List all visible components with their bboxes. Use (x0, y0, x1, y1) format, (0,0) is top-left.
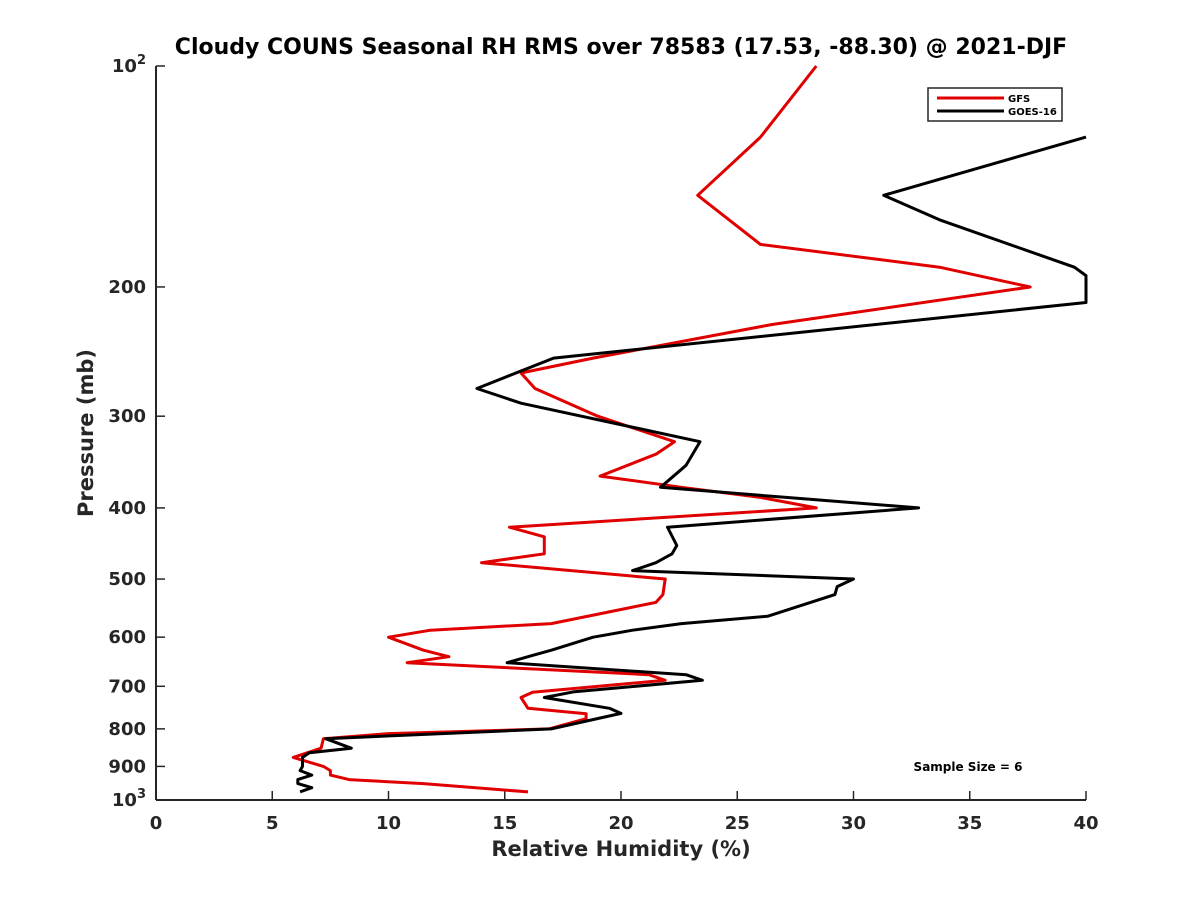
y-tick-label: 200 (108, 277, 146, 298)
x-tick-label: 0 (150, 813, 163, 834)
sample-size-annotation: Sample Size = 6 (914, 760, 1023, 774)
x-axis-ticks: 0 5 10 15 20 25 30 35 40 (150, 791, 1099, 834)
y-tick-label: 700 (108, 676, 146, 697)
legend-label-gfs: GFS (1008, 94, 1030, 105)
x-tick-label: 35 (957, 813, 982, 834)
y-tick-label: 500 (108, 569, 146, 590)
x-tick-label: 15 (492, 813, 517, 834)
legend: GFS GOES-16 (927, 87, 1063, 122)
y-tick-label: 102 (112, 53, 146, 77)
series-lines (291, 65, 1088, 794)
x-axis-label: Relative Humidity (%) (491, 837, 750, 861)
y-tick-label: 300 (108, 406, 146, 427)
y-tick-label: 900 (108, 756, 146, 777)
x-tick-label: 30 (841, 813, 866, 834)
legend-box (927, 87, 1063, 122)
y-tick-label: 800 (108, 719, 146, 740)
series-line-goes-16 (296, 135, 1088, 794)
y-axis-label: Pressure (mb) (74, 349, 98, 517)
x-tick-label: 20 (608, 813, 633, 834)
x-tick-label: 5 (266, 813, 279, 834)
x-tick-label: 25 (725, 813, 750, 834)
y-tick-label: 103 (112, 787, 146, 811)
y-tick-label: 400 (108, 498, 146, 519)
x-tick-label: 40 (1073, 813, 1098, 834)
y-axis-ticks: 102 200 300 400 500 600 700 800 900 103 (108, 53, 165, 811)
chart-title: Cloudy COUNS Seasonal RH RMS over 78583 … (175, 35, 1067, 60)
x-tick-label: 10 (376, 813, 401, 834)
y-tick-label: 600 (108, 627, 146, 648)
legend-label-goes-16: GOES-16 (1008, 107, 1057, 118)
series-line-gfs (291, 65, 1032, 794)
